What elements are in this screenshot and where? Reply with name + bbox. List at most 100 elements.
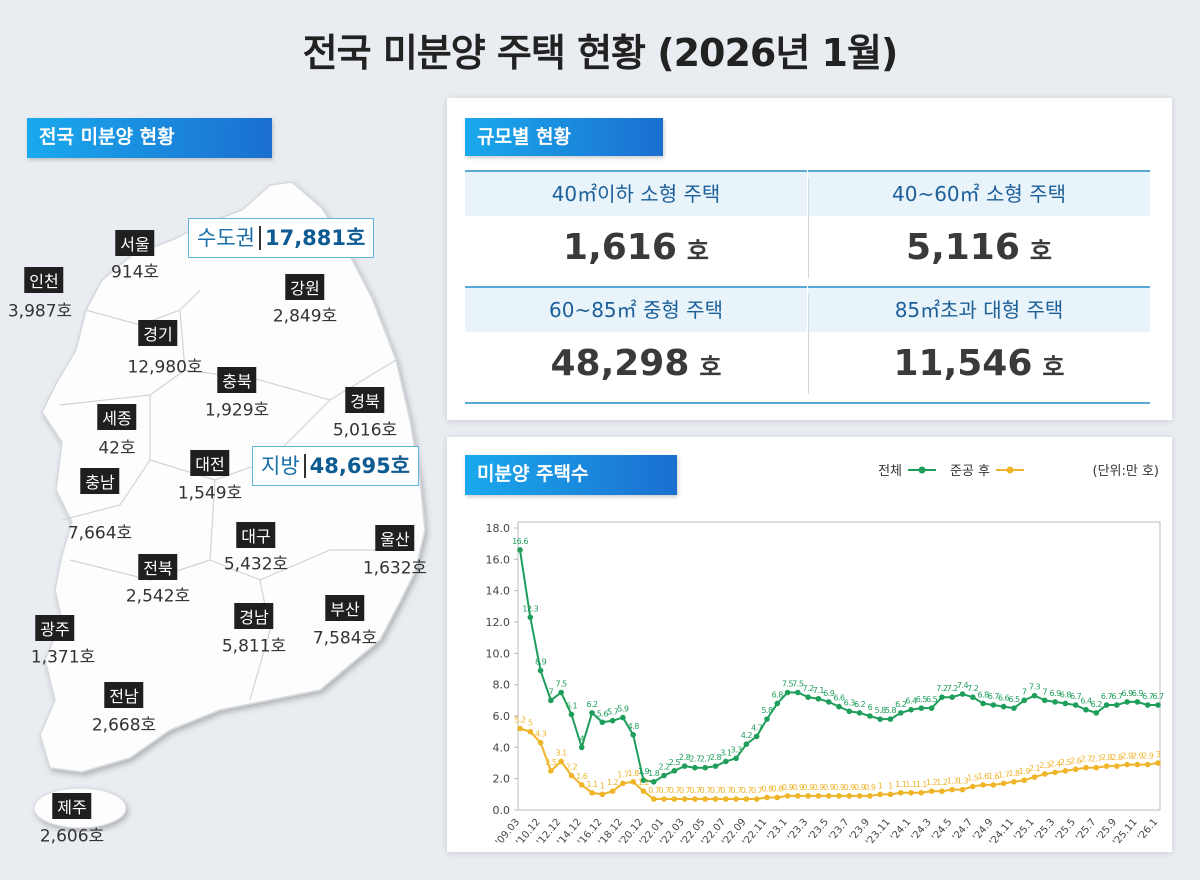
data-label: 1.8 — [628, 769, 640, 778]
point — [1072, 766, 1079, 773]
data-label: 0.9 — [782, 783, 794, 792]
data-label: 3.3 — [730, 745, 742, 754]
cell-divider — [808, 178, 809, 278]
point — [671, 768, 678, 774]
data-label: 1.3 — [957, 777, 969, 786]
region-value: 1,371호 — [30, 647, 96, 668]
map-heading: 전국 미분양 현황 — [27, 118, 272, 158]
data-label: 1.1 — [586, 780, 598, 789]
point — [774, 700, 781, 707]
region-value: 1,929호 — [204, 400, 270, 421]
data-label: 0.7 — [679, 786, 691, 795]
data-label: 2.3 — [1039, 761, 1051, 770]
data-label: 6.7 — [1111, 692, 1123, 701]
point — [589, 789, 595, 796]
point — [1011, 705, 1017, 711]
region-name: 서울 — [115, 230, 155, 256]
point — [918, 705, 925, 711]
size-unit: 호 — [1042, 353, 1065, 381]
data-label: 6.9 — [1122, 689, 1134, 698]
data-label: 5 — [528, 719, 533, 728]
point — [599, 791, 606, 798]
series-line — [519, 549, 1158, 783]
region-value: 2,542호 — [125, 586, 191, 607]
data-label: 0.9 — [803, 783, 815, 792]
point — [753, 733, 760, 740]
point — [681, 796, 688, 802]
size-label: 60~85㎡ 중형 주택 — [465, 288, 807, 332]
point — [712, 796, 719, 802]
size-number: 48,298 — [550, 343, 690, 384]
point — [990, 702, 997, 708]
data-label: 1.7 — [998, 770, 1010, 779]
point — [1062, 768, 1069, 774]
point — [856, 793, 863, 799]
point — [1062, 700, 1069, 707]
data-label: 6.7 — [1142, 692, 1154, 701]
point — [1093, 710, 1100, 716]
point — [681, 763, 688, 769]
chart-panel — [447, 437, 1172, 852]
point — [578, 744, 585, 751]
data-label: 1.8 — [1008, 769, 1020, 778]
point — [815, 695, 822, 702]
region-value: 914호 — [110, 262, 160, 283]
point — [949, 694, 955, 700]
point — [650, 779, 657, 785]
point — [650, 796, 657, 802]
size-value: 5,116 호 — [808, 216, 1150, 280]
data-label: 2.2 — [566, 763, 578, 772]
point — [846, 708, 853, 715]
region-name: 세종 — [97, 404, 137, 430]
data-label: 1.9 — [1019, 767, 1031, 776]
data-label: 7.3 — [1029, 683, 1041, 692]
region-value: 5,811호 — [221, 636, 287, 657]
data-label: 1.5 — [967, 774, 979, 783]
data-label: 2.8 — [710, 753, 722, 762]
size-cell: 40㎡이하 소형 주택 1,616 호 — [465, 170, 807, 282]
x-tick-label: '24.1 — [889, 817, 914, 843]
y-tick-label: 4.0 — [493, 741, 511, 754]
point — [969, 783, 976, 790]
point — [805, 793, 811, 799]
data-label: 1.2 — [638, 778, 650, 787]
data-label: 1 — [888, 781, 893, 790]
data-label: 2.8 — [1111, 753, 1123, 762]
point — [1124, 761, 1130, 768]
point — [640, 788, 647, 794]
data-label: 6.7 — [1152, 692, 1164, 701]
y-tick-label: 2.0 — [493, 773, 511, 786]
page-title: 전국 미분양 주택 현황 (2026년 1월) — [302, 31, 899, 75]
data-label: 2.8 — [1101, 753, 1113, 762]
data-label: 0.9 — [792, 783, 804, 792]
point — [753, 796, 760, 802]
data-label: 6.6 — [998, 694, 1010, 703]
size-cell: 60~85㎡ 중형 주택 48,298 호 — [465, 286, 807, 398]
region-value: 12,980호 — [127, 357, 203, 378]
point — [1042, 697, 1048, 704]
capital-value: 17,881호 — [258, 226, 366, 250]
point — [846, 793, 853, 799]
data-label: 6.4 — [1080, 697, 1092, 706]
data-label: 0.7 — [648, 786, 660, 795]
data-label: 2.7 — [1091, 755, 1103, 764]
data-label: 7.5 — [556, 680, 568, 689]
data-label: 7.2 — [936, 684, 948, 693]
capital-label: 수도권 — [197, 226, 255, 250]
data-label: 2.7 — [700, 755, 712, 764]
local-label: 지방 — [261, 454, 300, 478]
region-name: 강원 — [285, 274, 325, 300]
point — [733, 796, 739, 802]
point — [867, 793, 873, 799]
data-label: 1.6 — [988, 772, 1000, 781]
point — [795, 689, 801, 696]
region-name: 전남 — [104, 682, 144, 708]
data-label: 0.7 — [720, 786, 732, 795]
y-tick-label: 18.0 — [486, 522, 511, 535]
legend-label: 준공 후 — [950, 464, 990, 479]
data-label: 7.2 — [947, 684, 959, 693]
data-label: 2.9 — [1122, 752, 1134, 761]
point — [795, 793, 801, 799]
x-tick-label: '24.3 — [909, 817, 934, 843]
